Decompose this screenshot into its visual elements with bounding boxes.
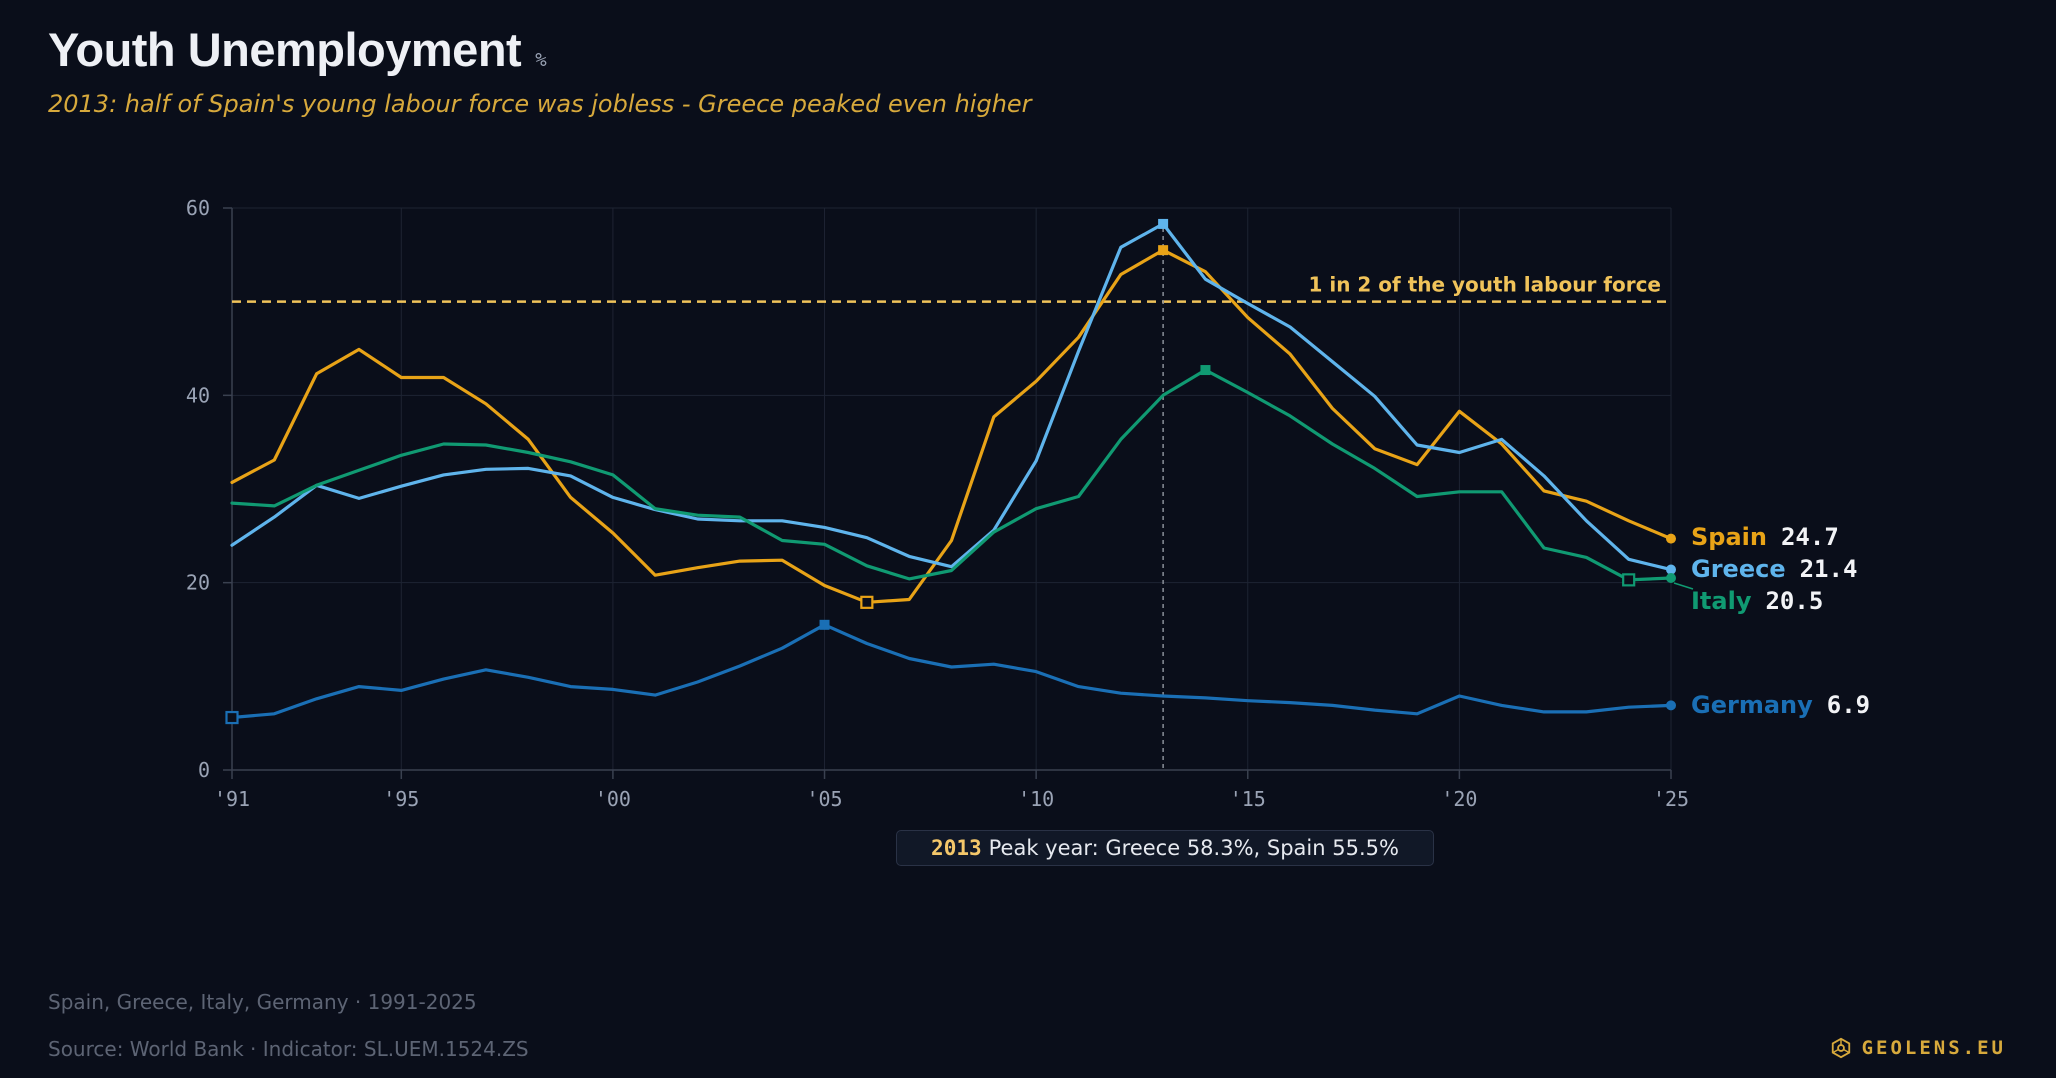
series-line-italy [230, 368, 1673, 582]
hexagon-logo-icon [1831, 1037, 1850, 1059]
end-point-germany [1666, 700, 1676, 711]
title-block: Youth Unemployment% [48, 22, 547, 77]
x-tick-label: '05 [806, 787, 842, 811]
brand-name: GEOLENS.EU [1861, 1037, 2006, 1059]
series-name: Spain [1691, 523, 1767, 551]
source-note: Source: World Bank · Indicator: SL.UEM.1… [48, 1037, 529, 1061]
peak-year-text: Peak year: Greece 58.3%, Spain 55.5% [988, 836, 1399, 860]
extreme-point-germany [819, 619, 830, 630]
x-tick-label: '15 [1230, 787, 1266, 811]
series-line-germany [230, 623, 1673, 720]
series-end-value: 21.4 [1800, 555, 1858, 583]
y-tick-label: 0 [198, 758, 210, 782]
page-title: Youth Unemployment [48, 23, 522, 76]
extreme-point-spain [860, 595, 874, 609]
peak-year-value: 2013 [931, 836, 982, 860]
threshold-label: 1 in 2 of the youth labour force [1308, 273, 1661, 297]
x-tick-label: '00 [595, 787, 631, 811]
x-tick-label: '20 [1441, 787, 1477, 811]
extreme-point-germany [225, 710, 239, 725]
series-line-spain [230, 248, 1673, 604]
end-point-spain [1666, 533, 1676, 544]
y-tick-label: 40 [186, 383, 210, 407]
x-tick-label: '25 [1653, 787, 1689, 811]
extreme-point-spain [1158, 245, 1169, 256]
series-end-label-greece: Greece 21.4 [1691, 555, 1857, 583]
series-name: Germany [1691, 691, 1813, 719]
series-name: Italy [1691, 587, 1752, 615]
coverage-note: Spain, Greece, Italy, Germany · 1991-202… [48, 990, 477, 1014]
series-end-label-italy: Italy 20.5 [1691, 587, 1823, 615]
label-leader-italy [1673, 582, 1694, 590]
end-point-greece [1666, 564, 1676, 575]
series-end-label-germany: Germany 6.9 [1691, 691, 1870, 719]
series-end-value: 20.5 [1765, 587, 1823, 615]
x-tick-label: '91 [214, 787, 250, 811]
y-tick-label: 20 [186, 571, 210, 595]
series-name: Greece [1691, 555, 1786, 583]
extreme-point-italy [1622, 573, 1636, 587]
extreme-point-greece [1158, 218, 1169, 229]
subtitle: 2013: half of Spain's young labour force… [48, 90, 1032, 118]
x-tick-label: '10 [1018, 787, 1054, 811]
extreme-point-italy [1200, 365, 1211, 376]
peak-year-callout: 2013 Peak year: Greece 58.3%, Spain 55.5… [896, 830, 1434, 866]
series-line-greece [230, 222, 1673, 572]
unit-label: % [535, 49, 547, 71]
series-end-value: 24.7 [1781, 523, 1839, 551]
series-end-value: 6.9 [1827, 691, 1870, 719]
end-point-italy [1666, 572, 1676, 583]
series-end-label-spain: Spain 24.7 [1691, 523, 1839, 551]
brand[interactable]: GEOLENS.EU [1830, 1037, 2006, 1059]
x-tick-label: '95 [383, 787, 419, 811]
y-tick-label: 60 [186, 196, 210, 220]
